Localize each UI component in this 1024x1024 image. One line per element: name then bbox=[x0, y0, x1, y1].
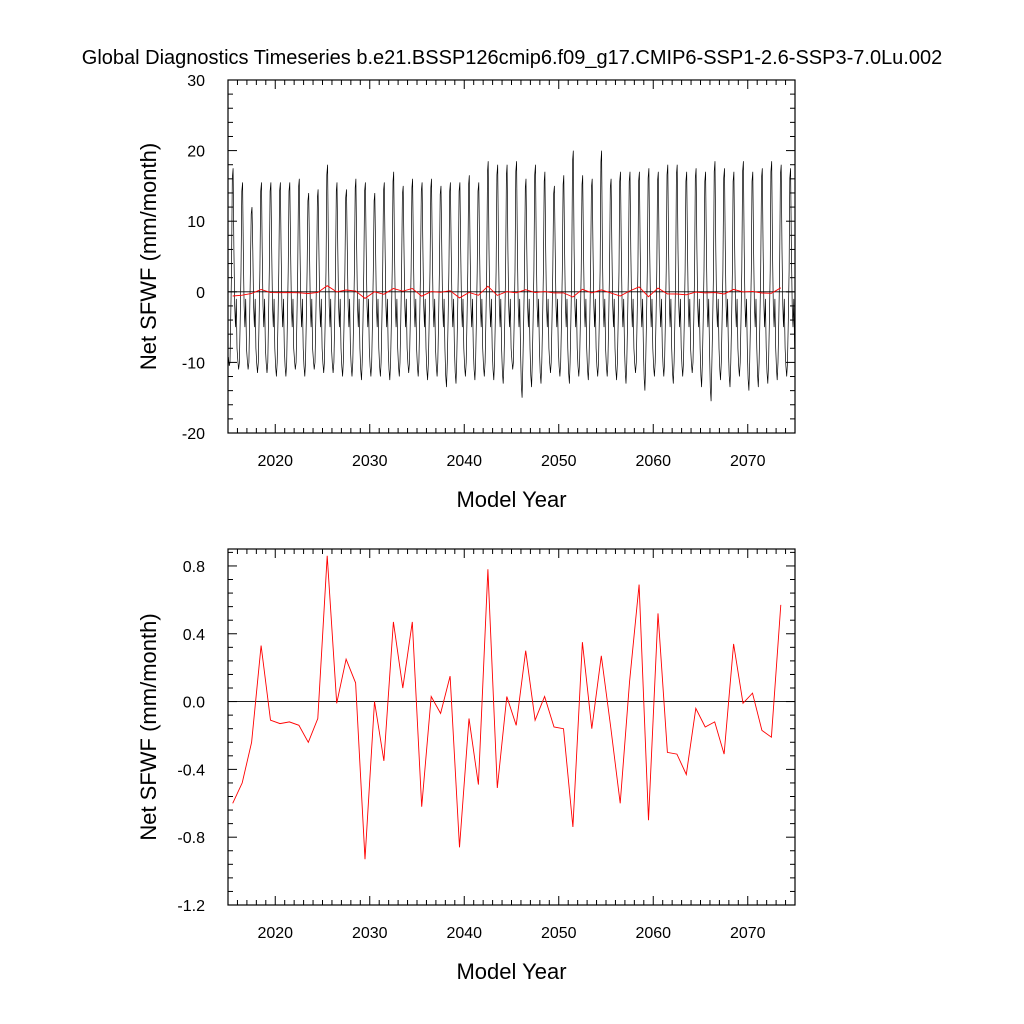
x-tick-label: 2060 bbox=[635, 453, 671, 470]
x-tick-label: 2030 bbox=[352, 925, 388, 942]
y-axis-title: Net SFWF (mm/month) bbox=[136, 613, 161, 840]
x-axis-title: Model Year bbox=[456, 487, 566, 512]
y-tick-label: 30 bbox=[187, 73, 205, 90]
x-tick-label: 2030 bbox=[352, 453, 388, 470]
series-annual-mean-line bbox=[232, 555, 782, 860]
x-tick-label: 2040 bbox=[446, 453, 482, 470]
figure-title: Global Diagnostics Timeseries b.e21.BSSP… bbox=[82, 47, 942, 69]
x-axis-title: Model Year bbox=[456, 959, 566, 984]
plot-frame bbox=[227, 548, 796, 906]
y-tick-label: -1.2 bbox=[177, 898, 205, 915]
x-tick-label: 2060 bbox=[635, 925, 671, 942]
y-axis-title: Net SFWF (mm/month) bbox=[136, 143, 161, 370]
y-tick-label: 20 bbox=[187, 144, 205, 161]
x-tick-label: 2050 bbox=[541, 453, 577, 470]
y-tick-label: 0 bbox=[196, 285, 205, 302]
y-tick-label: -10 bbox=[182, 355, 205, 372]
x-tick-label: 2020 bbox=[257, 453, 293, 470]
y-tick-label: 0.8 bbox=[183, 559, 205, 576]
y-tick-label: 10 bbox=[187, 214, 205, 231]
x-tick-label: 2070 bbox=[730, 925, 766, 942]
y-tick-label: 0.0 bbox=[183, 695, 205, 712]
y-tick-label: -0.8 bbox=[177, 830, 205, 847]
y-tick-label: 0.4 bbox=[183, 627, 205, 644]
x-tick-label: 2050 bbox=[541, 925, 577, 942]
series-annual-mean-line bbox=[232, 285, 782, 299]
y-tick-label: -20 bbox=[182, 426, 205, 443]
y-tick-label: -0.4 bbox=[177, 762, 205, 779]
x-tick-label: 2040 bbox=[446, 925, 482, 942]
top-panel: 2020 2030 2040 2050 2060 2070-20-100102030Mod… bbox=[136, 73, 796, 512]
x-tick-label: 2070 bbox=[730, 453, 766, 470]
series-monthly-line bbox=[228, 150, 795, 402]
bottom-panel: 2020 2030 2040 2050 2060 2070 -1.2 -0.8 -0.4 0.0 0… bbox=[136, 548, 796, 984]
x-tick-label: 2020 bbox=[257, 925, 293, 942]
